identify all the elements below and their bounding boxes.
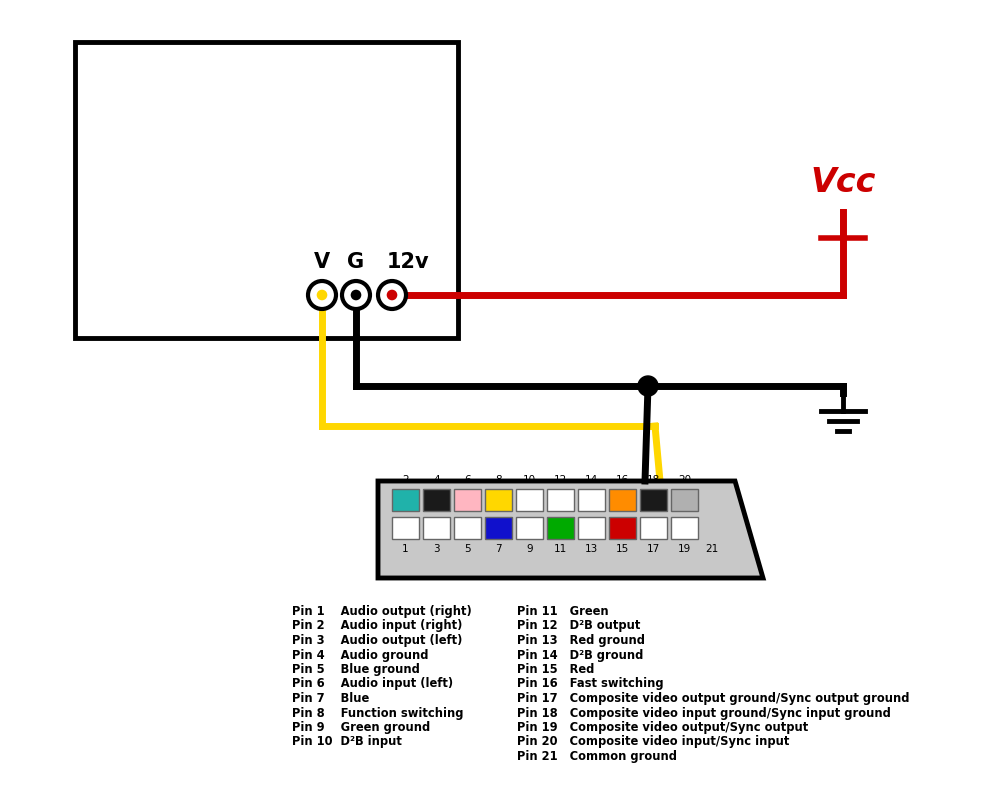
Text: Vcc: Vcc (809, 167, 875, 200)
Text: 7: 7 (495, 544, 501, 554)
Bar (608, 517, 635, 539)
Text: Pin 13   Red ground: Pin 13 Red ground (517, 634, 644, 647)
Circle shape (387, 290, 397, 300)
Text: Pin 12   D²B output: Pin 12 D²B output (517, 619, 640, 633)
Text: 2: 2 (402, 475, 409, 485)
Bar (75, 42, 457, 338)
Text: Pin 14   D²B ground: Pin 14 D²B ground (517, 649, 643, 661)
Bar (578, 517, 604, 539)
Text: Pin 9    Green ground: Pin 9 Green ground (291, 721, 429, 734)
Text: 12: 12 (554, 475, 567, 485)
Text: Pin 7    Blue: Pin 7 Blue (291, 692, 369, 705)
Text: 6: 6 (464, 475, 470, 485)
Text: Pin 4    Audio ground: Pin 4 Audio ground (291, 649, 428, 661)
Bar (422, 517, 449, 539)
Text: 20: 20 (677, 475, 691, 485)
Bar (392, 489, 418, 511)
Text: 14: 14 (584, 475, 597, 485)
Circle shape (350, 290, 361, 300)
Text: G: G (347, 252, 364, 272)
Text: Pin 5    Blue ground: Pin 5 Blue ground (291, 663, 419, 676)
Bar (484, 517, 512, 539)
Bar (453, 489, 480, 511)
Text: 19: 19 (677, 544, 691, 554)
Text: Pin 1    Audio output (right): Pin 1 Audio output (right) (291, 605, 471, 618)
Text: 5: 5 (464, 544, 470, 554)
Bar (639, 489, 666, 511)
Circle shape (342, 281, 370, 309)
Bar (639, 517, 666, 539)
Circle shape (637, 376, 657, 396)
Text: Pin 16   Fast switching: Pin 16 Fast switching (517, 678, 663, 690)
Bar (422, 489, 449, 511)
Text: 10: 10 (523, 475, 536, 485)
Text: Pin 19   Composite video output/Sync output: Pin 19 Composite video output/Sync outpu… (517, 721, 807, 734)
Text: Pin 8    Function switching: Pin 8 Function switching (291, 706, 463, 720)
Bar (516, 489, 543, 511)
Text: Pin 18   Composite video input ground/Sync input ground: Pin 18 Composite video input ground/Sync… (517, 706, 890, 720)
Bar (578, 489, 604, 511)
Polygon shape (378, 481, 762, 578)
Text: 21: 21 (704, 544, 718, 554)
Bar (516, 517, 543, 539)
Text: 12v: 12v (387, 252, 428, 272)
Text: Pin 20   Composite video input/Sync input: Pin 20 Composite video input/Sync input (517, 735, 788, 748)
Text: 13: 13 (584, 544, 597, 554)
Text: 1: 1 (402, 544, 409, 554)
Text: 18: 18 (646, 475, 659, 485)
Text: 3: 3 (432, 544, 439, 554)
Bar (453, 517, 480, 539)
Bar (484, 489, 512, 511)
Bar (392, 517, 418, 539)
Text: 8: 8 (495, 475, 501, 485)
Text: 4: 4 (432, 475, 439, 485)
Text: Pin 21   Common ground: Pin 21 Common ground (517, 750, 676, 763)
Text: 17: 17 (646, 544, 659, 554)
Text: 9: 9 (526, 544, 532, 554)
Text: Pin 3    Audio output (left): Pin 3 Audio output (left) (291, 634, 462, 647)
Bar (608, 489, 635, 511)
Text: 11: 11 (554, 544, 567, 554)
Text: Pin 6    Audio input (left): Pin 6 Audio input (left) (291, 678, 452, 690)
Text: Pin 17   Composite video output ground/Sync output ground: Pin 17 Composite video output ground/Syn… (517, 692, 909, 705)
Bar (547, 517, 574, 539)
Bar (547, 489, 574, 511)
Text: 16: 16 (615, 475, 628, 485)
Text: V: V (314, 252, 330, 272)
Text: Pin 15   Red: Pin 15 Red (517, 663, 593, 676)
Circle shape (378, 281, 406, 309)
Text: Pin 2    Audio input (right): Pin 2 Audio input (right) (291, 619, 462, 633)
Circle shape (316, 290, 327, 300)
Bar (670, 489, 698, 511)
Text: Pin 11   Green: Pin 11 Green (517, 605, 608, 618)
Text: 15: 15 (615, 544, 628, 554)
Bar (670, 517, 698, 539)
Circle shape (308, 281, 336, 309)
Text: Pin 10  D²B input: Pin 10 D²B input (291, 735, 402, 748)
